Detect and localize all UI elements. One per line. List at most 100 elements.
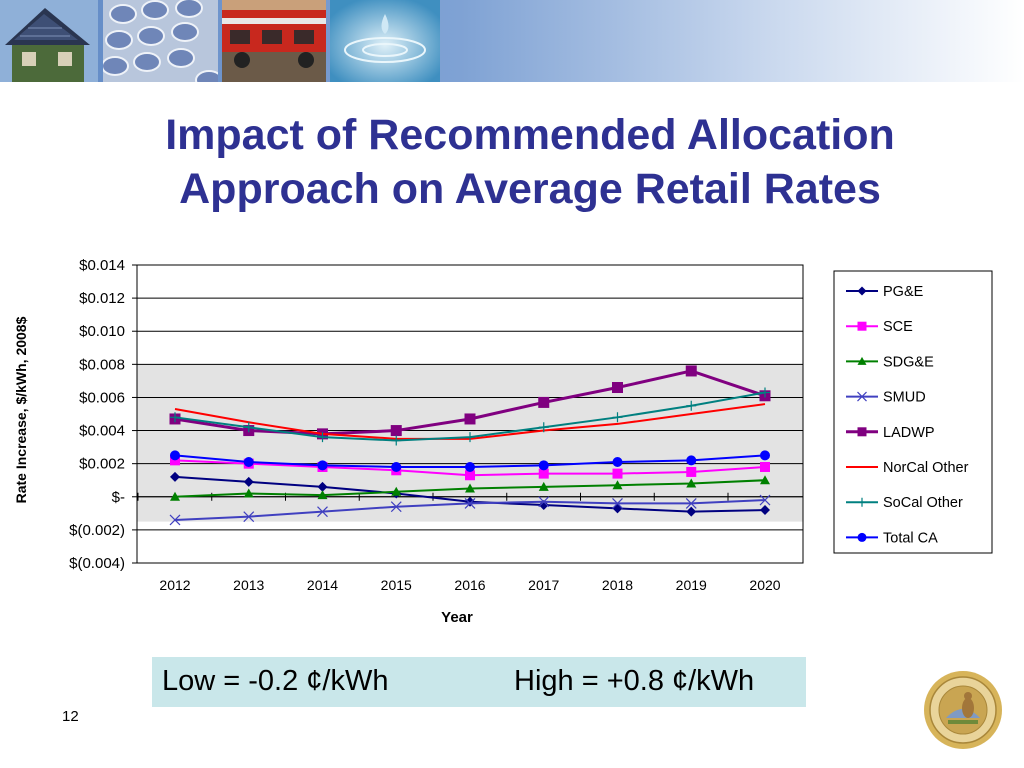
legend-item: Total CA [846, 530, 938, 546]
data-point [760, 387, 770, 398]
x-axis-label: Year [441, 609, 473, 626]
data-point [391, 435, 402, 446]
series-smud [169, 494, 771, 526]
legend-item: PG&E [846, 284, 924, 300]
legend-label: SDG&E [883, 354, 934, 370]
data-point [170, 491, 180, 501]
legend-item: SCE [846, 319, 913, 335]
legend-item: SoCal Other [846, 495, 963, 511]
x-tick-label: 2018 [602, 577, 633, 593]
house-solar-photo [0, 0, 98, 82]
data-point [686, 478, 697, 488]
phone-keypad-photo [103, 0, 218, 82]
data-point [612, 468, 623, 479]
x-tick-label: 2012 [159, 577, 190, 593]
y-tick-label: $(0.004) [69, 555, 125, 572]
y-tick-label: $0.006 [79, 389, 125, 406]
data-point [243, 488, 254, 498]
legend-item: SDG&E [846, 354, 934, 370]
data-point [612, 457, 623, 468]
y-tick-label: $- [112, 489, 125, 506]
data-point [686, 466, 697, 477]
x-tick-label: 2019 [676, 577, 707, 593]
data-point [686, 400, 697, 411]
data-point [243, 476, 254, 487]
data-point [391, 486, 402, 496]
data-point [612, 382, 623, 394]
legend-swatch-marker [857, 532, 867, 542]
legend-item: LADWP [846, 425, 935, 441]
plot-area-border [136, 264, 804, 564]
legend-swatch-marker [857, 356, 867, 365]
data-point [390, 425, 402, 437]
data-point [538, 460, 549, 471]
data-point [760, 450, 770, 461]
y-tick-label: $(0.002) [69, 522, 125, 539]
data-point [538, 468, 549, 479]
data-point [465, 432, 475, 443]
y-tick-label: $0.010 [79, 323, 125, 340]
x-tick-label: 2015 [381, 577, 412, 593]
data-point [538, 396, 550, 408]
data-point [465, 470, 475, 481]
y-tick-label: $0.004 [79, 423, 125, 440]
rate-range-note: Low = -0.2 ¢/kWh High = +0.8 ¢/kWh [152, 657, 806, 707]
page-number: 12 [62, 708, 79, 725]
data-point [760, 475, 770, 485]
legend-swatch-marker [857, 427, 867, 437]
data-point [760, 505, 770, 516]
data-point [685, 497, 697, 509]
title-line-2: Approach on Average Retail Rates [179, 165, 881, 213]
legend-swatch-marker [857, 321, 867, 331]
x-tick-label: 2014 [307, 577, 338, 593]
high-rate-text: High = +0.8 ¢/kWh [514, 665, 755, 697]
x-tick-label: 2017 [528, 577, 559, 593]
data-point [686, 506, 697, 517]
data-point [464, 413, 476, 425]
x-tick-label: 2013 [233, 577, 264, 593]
y-axis-label: Rate Increase, $/kWh, 2008$ [13, 316, 29, 503]
water-drop-photo [330, 0, 440, 82]
data-point [170, 471, 180, 482]
data-point [317, 460, 328, 471]
data-point [317, 506, 328, 518]
data-point [686, 455, 697, 466]
data-point [170, 450, 180, 461]
series-socal-other [170, 387, 770, 446]
title-line-1: Impact of Recommended Allocation [165, 111, 895, 159]
legend-label: SCE [883, 319, 913, 335]
data-point [317, 432, 328, 443]
data-point [760, 461, 770, 472]
slide-title: Impact of Recommended Allocation Approac… [0, 108, 1024, 216]
header-banner [0, 0, 1024, 82]
data-point [538, 481, 549, 491]
x-tick-label: 2020 [749, 577, 780, 593]
data-point [685, 365, 697, 377]
data-point [759, 494, 771, 506]
legend-swatch-marker [857, 286, 867, 296]
data-point [465, 461, 475, 472]
x-tick-label: 2016 [454, 577, 485, 593]
data-point [243, 457, 254, 468]
data-point [390, 501, 402, 513]
y-tick-label: $0.008 [79, 356, 125, 373]
california-puc-seal-logo [924, 671, 1002, 749]
data-point [465, 483, 475, 493]
legend-label: LADWP [883, 425, 935, 441]
data-point [243, 511, 255, 523]
y-tick-label: $0.014 [79, 257, 125, 274]
legend-label: Total CA [883, 530, 938, 546]
legend-label: NorCal Other [883, 460, 969, 476]
data-point [391, 461, 402, 472]
legend-label: SMUD [883, 390, 926, 406]
data-point [464, 497, 476, 509]
data-point [170, 412, 180, 423]
legend-label: SoCal Other [883, 495, 963, 511]
legend-swatch-marker [857, 497, 867, 507]
data-point [612, 480, 623, 490]
train-photo [222, 0, 326, 82]
legend-swatch-marker [857, 391, 867, 402]
legend-item: SMUD [846, 390, 926, 406]
legend-box [833, 270, 993, 554]
data-point [538, 422, 549, 433]
